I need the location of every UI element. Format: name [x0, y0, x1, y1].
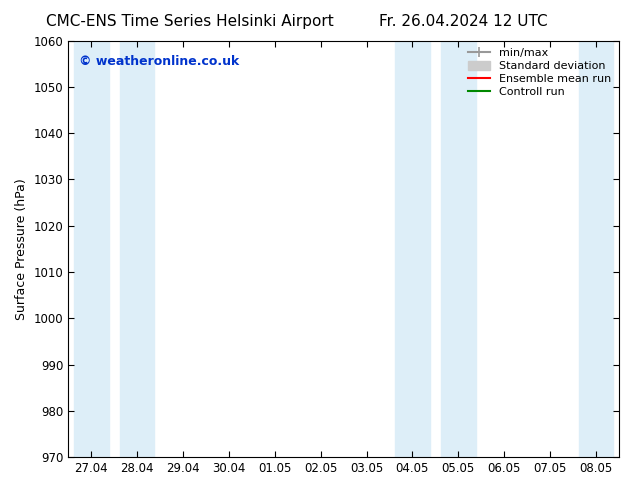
Y-axis label: Surface Pressure (hPa): Surface Pressure (hPa) — [15, 178, 28, 320]
Bar — [579, 41, 614, 457]
Bar — [441, 41, 476, 457]
Bar — [120, 41, 155, 457]
Bar — [74, 41, 108, 457]
Text: CMC-ENS Time Series Helsinki Airport: CMC-ENS Time Series Helsinki Airport — [46, 14, 334, 29]
Text: © weatheronline.co.uk: © weatheronline.co.uk — [79, 55, 240, 68]
Bar — [395, 41, 430, 457]
Text: Fr. 26.04.2024 12 UTC: Fr. 26.04.2024 12 UTC — [378, 14, 547, 29]
Legend: min/max, Standard deviation, Ensemble mean run, Controll run: min/max, Standard deviation, Ensemble me… — [463, 44, 616, 101]
